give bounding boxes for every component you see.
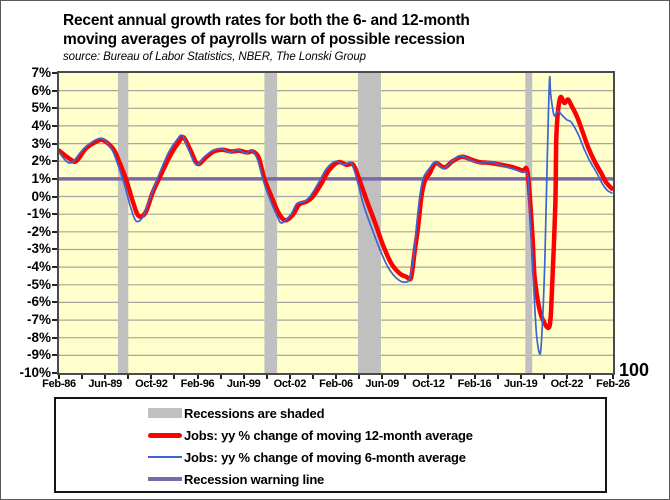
x-axis-tick	[127, 375, 130, 379]
y-axis-label: -4%	[26, 259, 51, 275]
y-axis-label: -5%	[26, 276, 51, 292]
y-axis-tick	[52, 177, 57, 180]
y-axis-tick	[52, 372, 57, 374]
y-axis-tick	[52, 160, 57, 163]
y-axis-label: -8%	[26, 329, 51, 345]
x-axis-tick	[381, 375, 384, 379]
y-axis-label: -3%	[26, 241, 51, 257]
chart-title-line1: Recent annual growth rates for both the …	[63, 12, 470, 29]
chart-source: source: Bureau of Labor Statistics, NBER…	[63, 51, 366, 63]
y-axis-tick	[52, 195, 57, 198]
y-axis-label: -2%	[26, 223, 51, 239]
y-axis-label: -9%	[26, 347, 51, 363]
x-axis-tick	[104, 375, 107, 379]
y-axis-tick	[52, 213, 57, 216]
y-axis-label: -1%	[26, 206, 51, 222]
x-axis-tick	[242, 375, 245, 379]
legend-label-recessions: Recessions are shaded	[184, 405, 325, 421]
x-axis-tick	[265, 375, 268, 379]
y-axis-tick	[52, 336, 57, 339]
legend-label-6-month: Jobs: yy % change of moving 6-month aver…	[184, 449, 466, 465]
x-axis-tick	[542, 375, 545, 379]
x-axis-tick	[612, 375, 614, 379]
x-axis-tick	[496, 375, 499, 379]
red-line-swatch	[148, 432, 182, 438]
legend-label-warning: Recession warning line	[184, 471, 325, 487]
legend-label-12-month: Jobs: yy % change of moving 12-month ave…	[184, 427, 473, 443]
x-axis-tick	[427, 375, 430, 379]
y-axis-tick	[52, 124, 57, 127]
plot-area	[57, 71, 615, 375]
x-axis-label: Oct-92	[135, 378, 168, 390]
y-axis-tick	[52, 283, 57, 286]
x-axis-tick	[358, 375, 361, 379]
x-axis-tick	[404, 375, 407, 379]
x-axis-label: Oct-12	[412, 378, 445, 390]
y-axis-label: -10%	[19, 365, 51, 380]
x-axis-tick	[81, 375, 84, 379]
y-axis-tick	[52, 230, 57, 233]
legend-box: Recessions are shaded Jobs: yy % change …	[54, 397, 607, 493]
y-axis-tick	[52, 301, 57, 304]
y-axis-tick	[52, 248, 57, 251]
right-axis-label: 100	[619, 360, 650, 380]
x-axis-label: Jun-99	[226, 378, 261, 390]
y-axis-label: -6%	[26, 294, 51, 310]
x-axis-tick	[473, 375, 476, 379]
legend-item-6-month: Jobs: yy % change of moving 6-month aver…	[148, 446, 605, 468]
recession-band-swatch	[148, 408, 182, 418]
x-axis-tick	[450, 375, 453, 379]
chart-canvas	[59, 73, 613, 373]
y-axis-label: 2%	[31, 153, 51, 169]
x-axis-tick	[288, 375, 291, 379]
x-axis-label: Feb-06	[319, 378, 353, 390]
legend-item-12-month: Jobs: yy % change of moving 12-month ave…	[148, 424, 605, 446]
legend-item-recessions: Recessions are shaded	[148, 402, 605, 424]
title-block: Recent annual growth rates for both the …	[63, 11, 623, 63]
y-axis-tick	[52, 266, 57, 269]
legend-item-warning: Recession warning line	[148, 468, 605, 490]
x-axis-tick	[311, 375, 314, 379]
x-axis-tick	[58, 375, 60, 379]
y-axis-tick	[52, 354, 57, 357]
x-axis-tick	[335, 375, 337, 379]
y-axis-tick	[52, 72, 57, 74]
y-axis-label: 1%	[31, 170, 51, 186]
y-axis-label: 5%	[31, 100, 51, 116]
x-axis-label: Feb-26	[596, 378, 630, 390]
y-axis-tick	[52, 107, 57, 110]
y-axis-label: 7%	[31, 65, 51, 80]
y-axis-label: -7%	[26, 312, 51, 328]
warning-line-swatch	[148, 477, 182, 481]
x-axis-label: Jun-19	[503, 378, 538, 390]
y-axis-tick	[52, 89, 57, 92]
x-axis-tick	[196, 375, 199, 379]
y-axis-label: 6%	[31, 82, 51, 98]
y-axis-tick	[52, 142, 57, 145]
x-axis-tick	[219, 375, 222, 379]
x-axis-tick	[565, 375, 568, 379]
y-axis-label: 0%	[31, 188, 51, 204]
x-axis-label: Feb-16	[457, 378, 492, 390]
chart-title-line2: moving averages of payrolls warn of poss…	[63, 31, 465, 48]
x-axis-label: Feb-96	[180, 378, 215, 390]
x-axis-label: Jun-89	[88, 378, 122, 390]
x-axis-label: Jun-09	[365, 378, 399, 390]
y-axis-label: 4%	[31, 117, 51, 133]
y-axis-label: 3%	[31, 135, 51, 151]
x-axis-tick	[588, 375, 591, 379]
blue-line-swatch	[148, 456, 182, 458]
x-axis-tick	[519, 375, 522, 379]
y-axis-tick	[52, 319, 57, 322]
x-axis-tick	[173, 375, 176, 379]
x-axis-label: Oct-02	[273, 378, 307, 390]
x-axis-label: Feb-86	[42, 378, 76, 390]
x-axis-label: Oct-22	[550, 378, 584, 390]
x-axis-tick	[150, 375, 153, 379]
